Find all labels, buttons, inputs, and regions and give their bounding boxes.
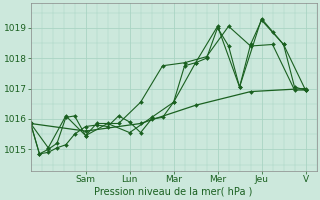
X-axis label: Pression niveau de la mer( hPa ): Pression niveau de la mer( hPa ): [94, 187, 253, 197]
